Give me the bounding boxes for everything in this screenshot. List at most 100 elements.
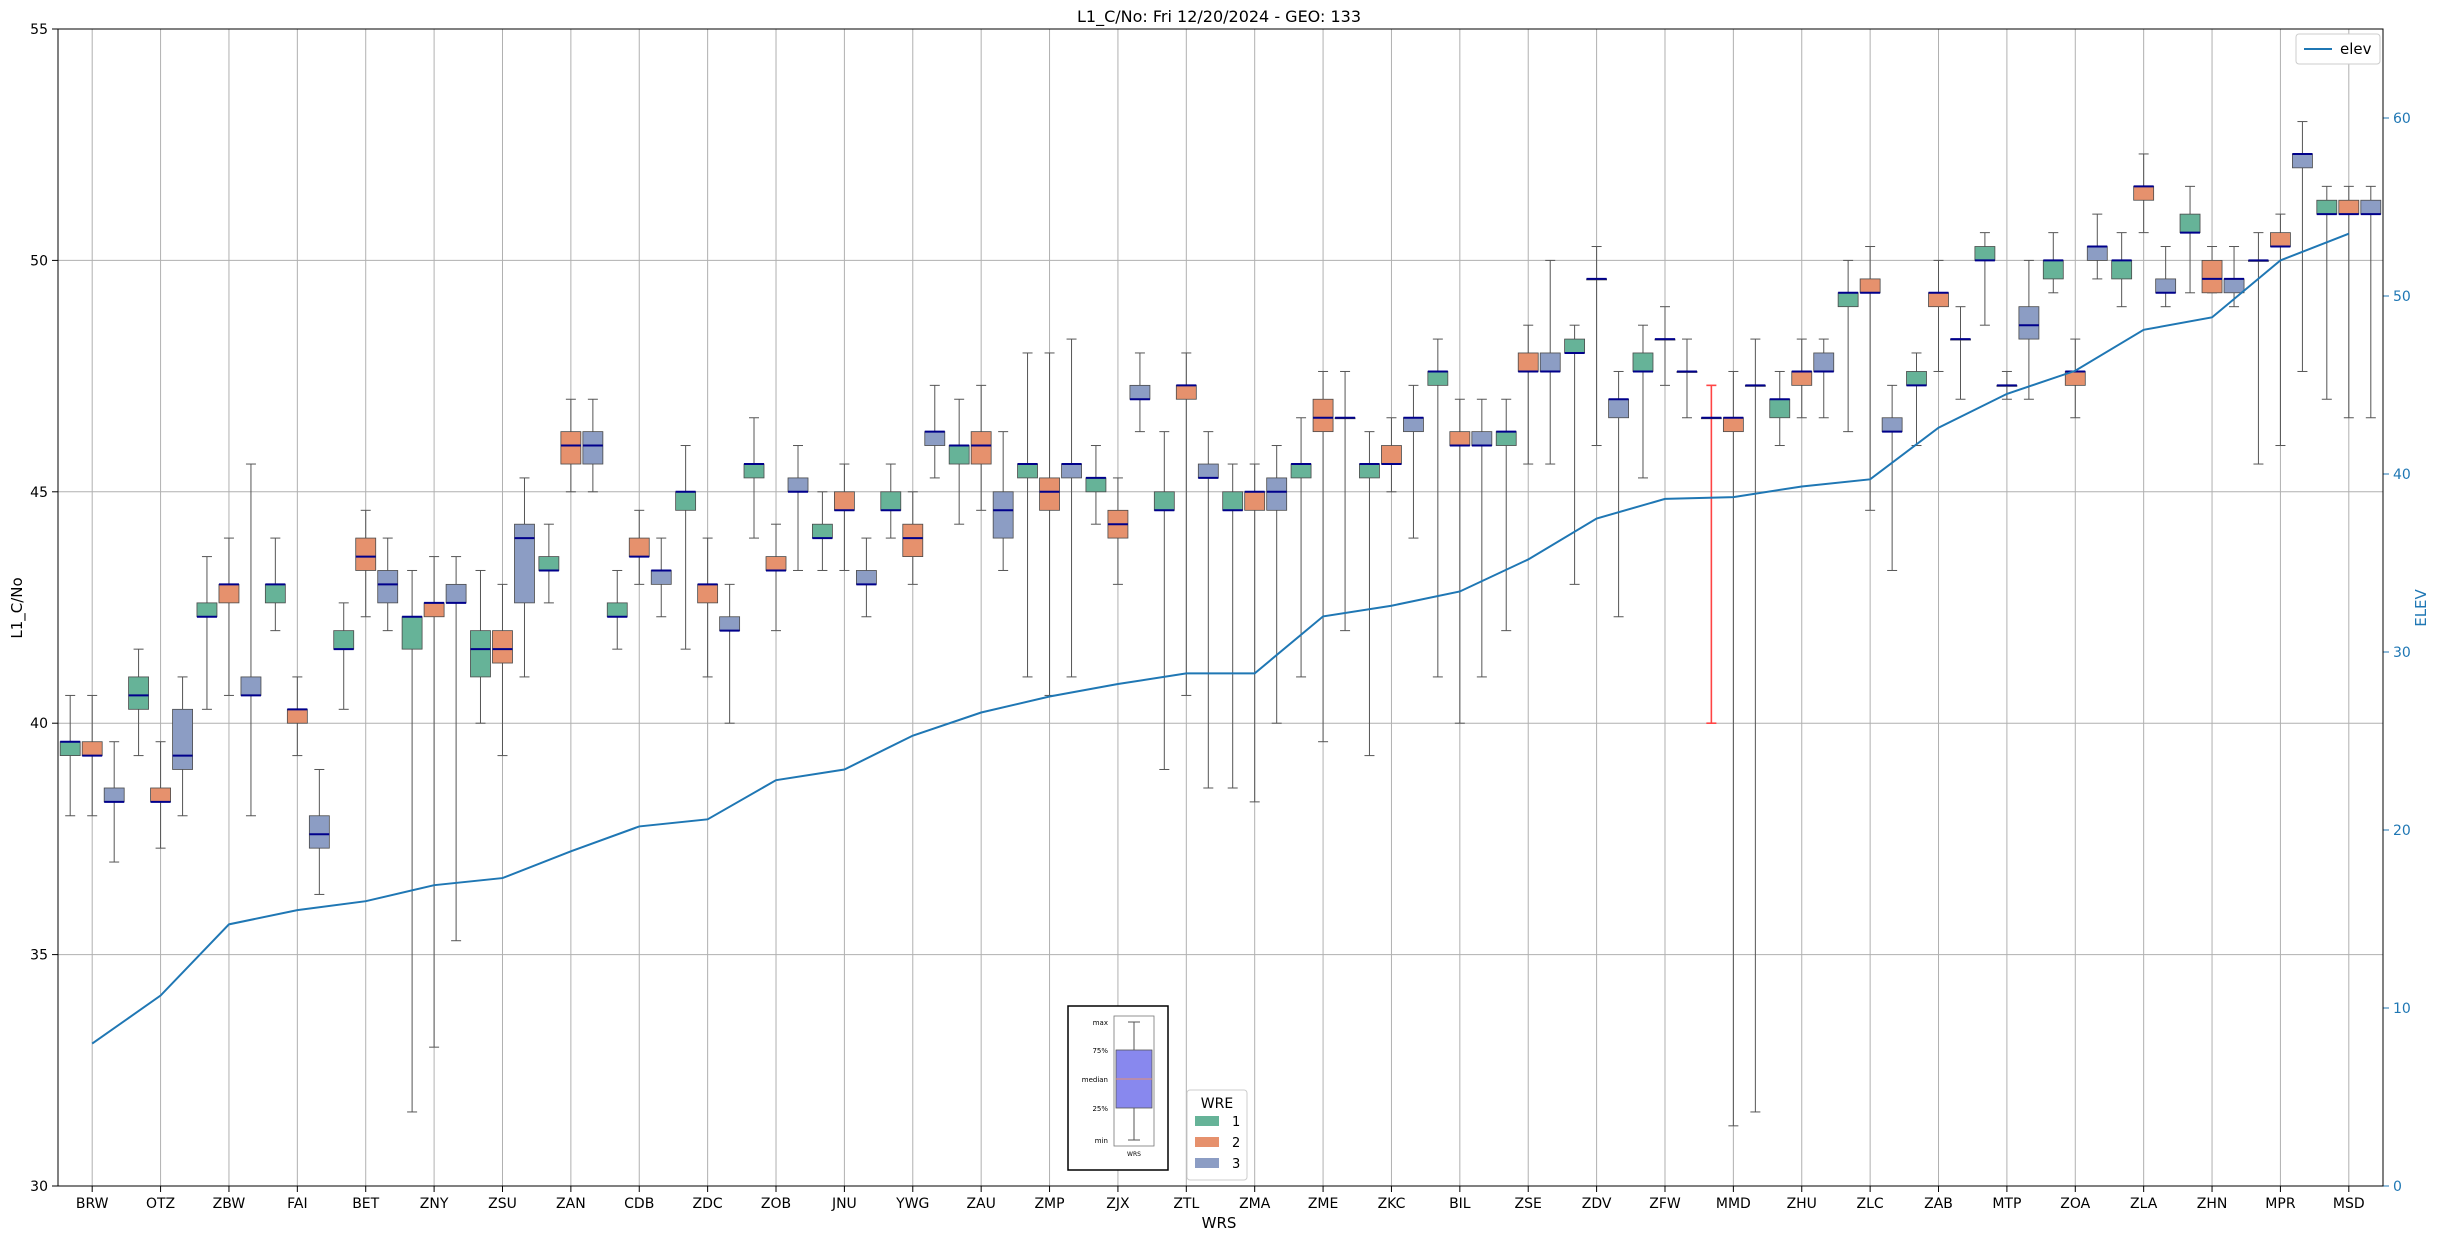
box-wre-2 [150, 787, 171, 803]
box-wre-3 [1881, 417, 1903, 433]
y-tick-label: 35 [30, 948, 48, 964]
y2-tick-label: 0 [2393, 1179, 2402, 1195]
box-wre-2 [1791, 371, 1813, 386]
box-wre-1 [1906, 371, 1927, 386]
box-wre-1 [1290, 463, 1312, 479]
key-label-min: min [1095, 1137, 1108, 1145]
box-wre-3 [1471, 431, 1493, 446]
y-tick-label: 45 [30, 485, 48, 501]
y2-tick-label: 30 [2393, 645, 2411, 661]
x-tick-label: ZAB [1924, 1196, 1953, 1212]
box-wre-3 [924, 431, 946, 446]
box-wre-2 [2270, 232, 2291, 247]
x-tick-label: ZAN [556, 1196, 586, 1212]
y-tick-label: 40 [30, 716, 48, 732]
box-wre-2 [1449, 431, 1471, 446]
x-tick-label: FAI [287, 1196, 307, 1212]
box-wre-1 [1632, 352, 1654, 372]
box-wre-1 [2111, 259, 2133, 280]
elev-legend-label: elev [2340, 40, 2372, 58]
box-wre-1 [470, 630, 491, 678]
key-label-q1: 25% [1092, 1105, 1108, 1113]
box-wre-1 [948, 445, 970, 465]
box-wre-3 [377, 570, 399, 604]
x-tick-label: ZTL [1173, 1196, 1199, 1212]
y2-tick-label: 40 [2393, 467, 2411, 483]
box-wre-1 [1837, 292, 1859, 308]
box-wre-1 [1495, 431, 1517, 446]
y2-tick-label: 60 [2393, 111, 2411, 127]
box-wre-2 [1928, 292, 1949, 308]
box-wre-2 [423, 602, 445, 618]
elev-line [91, 232, 2350, 1045]
wre-legend: WRE 1 2 3 [1186, 1089, 1248, 1181]
x-tick-label: YWG [895, 1196, 929, 1212]
elev-legend-frame [2295, 33, 2381, 65]
x-tick-label: ZJX [1106, 1196, 1130, 1212]
axes-frame [57, 28, 2384, 1187]
key-xlabel: WRS [1127, 1151, 1141, 1158]
box-wre-2 [833, 491, 855, 511]
x-tick-label: MTP [1992, 1196, 2021, 1212]
box-wre-2 [1039, 477, 1060, 511]
box-wre-3 [240, 676, 262, 696]
box-wre-3 [650, 570, 672, 585]
x-tick-label: ZMA [1239, 1196, 1271, 1212]
box-wre-2 [2201, 259, 2223, 294]
wre-legend-swatch-3 [1195, 1158, 1219, 1168]
y2-axis-label: ELEV [2412, 588, 2430, 626]
box-wre-1 [743, 463, 765, 479]
box-wre-2 [765, 556, 787, 571]
box-wre-3 [1129, 384, 1151, 400]
box-wre-3 [1266, 477, 1288, 511]
x-tick-label: MMD [1716, 1196, 1751, 1212]
box-wre-3 [2018, 306, 2040, 340]
x-tick-label: CDB [624, 1196, 654, 1212]
x-tick-label: ZOB [761, 1196, 791, 1212]
wre-legend-label-3: 3 [1232, 1157, 1240, 1172]
x-tick-label: ZAU [966, 1196, 995, 1212]
box-wre-3 [514, 523, 535, 604]
axes: 30 35 40 45 50 55 0 10 20 30 40 50 60 BRW OTZ ZBW FAI BET… [30, 22, 2411, 1212]
box-wre-2 [1175, 384, 1197, 400]
x-tick-label: ZHU [1787, 1196, 1817, 1212]
box-wre-2 [970, 431, 992, 465]
chart-title: L1_C/No: Fri 12/20/2024 - GEO: 133 [1077, 7, 1361, 27]
x-tick-label: ZHN [2197, 1196, 2228, 1212]
box-wre-2 [1381, 445, 1402, 465]
x-tick-label: ZMP [1034, 1196, 1064, 1212]
box-wre-3 [1403, 417, 1424, 433]
box-wre-1 [2316, 199, 2338, 215]
box-wre-3 [1061, 463, 1082, 479]
box-wre-2 [1859, 278, 1881, 294]
box-wre-2 [218, 583, 240, 604]
box-wre-3 [1539, 352, 1561, 372]
wre-legend-label-2: 2 [1232, 1136, 1240, 1151]
wre-legend-frame [1186, 1089, 1248, 1181]
y-axis-label: L1_C/No [8, 577, 27, 638]
key-label-q3: 75% [1092, 1047, 1108, 1055]
x-tick-label: BRW [76, 1196, 109, 1212]
box-wre-1 [264, 583, 286, 604]
x-tick-label: ZNY [420, 1196, 449, 1212]
box-wre-2 [2133, 185, 2155, 201]
box-wre-1 [606, 602, 628, 618]
wre-legend-swatch-1 [1195, 1116, 1219, 1126]
box-wre-1 [1222, 491, 1244, 511]
box-series [59, 121, 2382, 1127]
y2-tick-label: 10 [2393, 1001, 2411, 1017]
box-wre-3 [2223, 278, 2245, 294]
box-wre-1 [59, 741, 81, 756]
box-wre-1 [2042, 259, 2064, 280]
box-wre-2 [1517, 352, 1539, 372]
box-wre-3 [308, 815, 330, 849]
box-wre-3 [445, 583, 467, 604]
box-wre-3 [787, 477, 809, 493]
key-label-max: max [1093, 1019, 1108, 1027]
y-tick-label: 30 [30, 1179, 48, 1195]
boxplot-key: max 75% median 25% min WRS [1067, 1005, 1169, 1171]
box-wre-2 [492, 630, 513, 664]
box-wre-3 [103, 787, 125, 803]
box-wre-3 [2155, 278, 2177, 294]
